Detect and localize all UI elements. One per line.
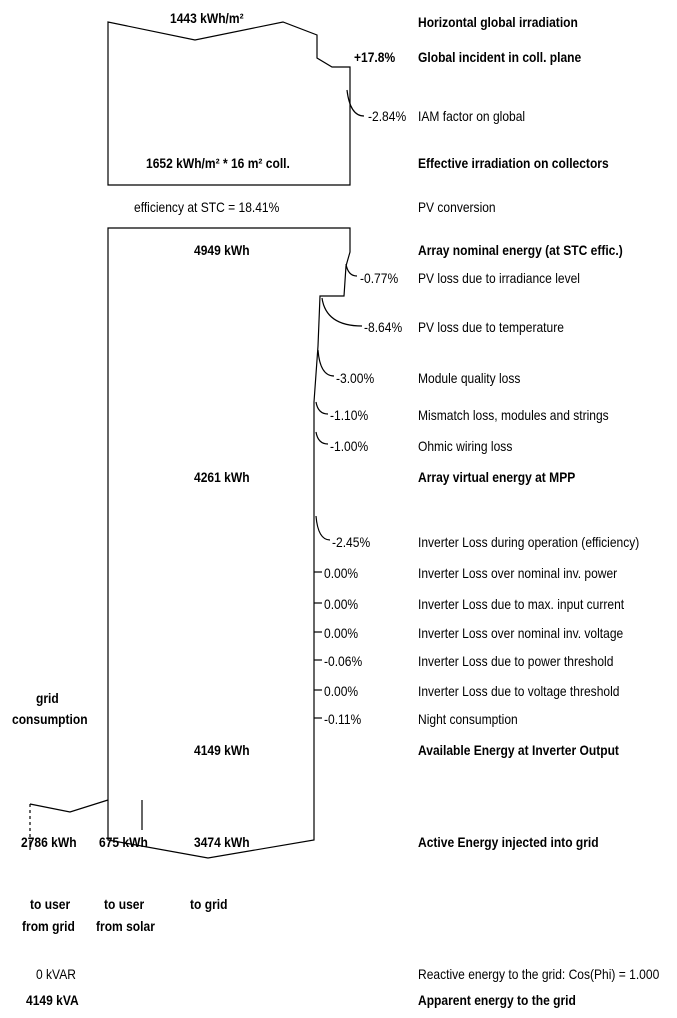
apparent-energy-label: Apparent energy to the grid [418,992,576,1008]
mismatch-loss-value: -1.10% [330,407,369,423]
pv-conversion-label: PV conversion [418,199,496,215]
night-consumption-loss-label: Night consumption [418,711,518,727]
mismatch-loss-arrow [315,401,329,415]
inverter-nominal-voltage-loss-label: Inverter Loss over nominal inv. voltage [418,625,624,641]
inverter-nominal-power-loss-value: 0.00% [324,565,359,581]
irradiation-band [107,21,351,186]
iam-loss-label: IAM factor on global [418,108,526,124]
inverter-nominal-power-loss-label: Inverter Loss over nominal inv. power [418,565,618,581]
module-quality-loss-label: Module quality loss [418,370,521,386]
grid-consumption-title-line2: consumption [12,711,88,727]
pv-temperature-loss-value: -8.64% [364,319,403,335]
mismatch-loss-label: Mismatch loss, modules and strings [418,407,609,423]
horizontal-irradiation-label: Horizontal global irradiation [418,14,578,30]
to-user-from-solar-line1: to user [104,896,145,912]
horizontal-irradiation-value: 1443 kWh/m² [170,10,244,26]
energy-band [107,227,351,822]
pv-temperature-loss-label: PV loss due to temperature [418,319,564,335]
stc-efficiency-value: efficiency at STC = 18.41% [134,199,280,215]
inverter-input-current-loss-value: 0.00% [324,596,359,612]
array-mpp-energy-value: 4261 kWh [194,469,250,485]
ohmic-loss-value: -1.00% [330,438,369,454]
inverter-input-current-loss-label: Inverter Loss due to max. input current [418,596,625,612]
effective-irradiation-label: Effective irradiation on collectors [418,155,609,171]
ohmic-loss-label: Ohmic wiring loss [418,438,513,454]
user-from-solar-energy-value: 675 kWh [99,834,148,850]
inverter-output-energy-label: Available Energy at Inverter Output [418,742,619,758]
grid-consumption-arrow [29,799,109,813]
user-from-grid-energy-value: 2786 kWh [21,834,77,850]
inverter-output-energy-value: 4149 kWh [194,742,250,758]
pv-irradiance-loss-label: PV loss due to irradiance level [418,270,580,286]
effective-irradiation-value: 1652 kWh/m² * 16 m² coll. [146,155,290,171]
reactive-energy-value: 0 kVAR [36,966,76,982]
inverter-voltage-threshold-loss-value: 0.00% [324,683,359,699]
ohmic-loss-arrow [315,431,329,445]
incident-gain-value: +17.8% [354,49,396,65]
inverter-voltage-threshold-loss-label: Inverter Loss due to voltage threshold [418,683,620,699]
array-mpp-energy-label: Array virtual energy at MPP [418,469,576,485]
inverter-power-threshold-loss-value: -0.06% [324,653,363,669]
active-energy-injected-label: Active Energy injected into grid [418,834,599,850]
module-quality-loss-arrow [317,349,335,377]
pv-irradiance-loss-value: -0.77% [360,270,399,286]
to-user-from-grid-line2: from grid [22,918,75,934]
incident-gain-label: Global incident in coll. plane [418,49,582,65]
to-grid-label: to grid [190,896,228,912]
module-quality-loss-value: -3.00% [336,370,375,386]
inverter-efficiency-loss-arrow [315,515,331,541]
iam-loss-value: -2.84% [368,108,407,124]
array-nominal-energy-label: Array nominal energy (at STC effic.) [418,242,623,258]
to-grid-arrow [107,822,315,859]
array-nominal-energy-value: 4949 kWh [194,242,250,258]
inverter-nominal-voltage-loss-value: 0.00% [324,625,359,641]
pv-irradiance-loss-arrow [345,263,358,277]
inverter-efficiency-loss-label: Inverter Loss during operation (efficien… [418,534,640,550]
apparent-energy-value: 4149 kVA [26,992,79,1008]
to-user-from-grid-line1: to user [30,896,71,912]
to-user-from-solar-line2: from solar [96,918,155,934]
reactive-energy-label: Reactive energy to the grid: Cos(Phi) = … [418,966,660,982]
to-grid-energy-value: 3474 kWh [194,834,250,850]
night-consumption-loss-value: -0.11% [324,711,362,727]
inverter-power-threshold-loss-label: Inverter Loss due to power threshold [418,653,614,669]
iam-loss-arrow [346,89,365,117]
inverter-efficiency-loss-value: -2.45% [332,534,371,550]
grid-consumption-title-line1: grid [36,690,59,706]
pv-temperature-loss-arrow [321,297,363,327]
